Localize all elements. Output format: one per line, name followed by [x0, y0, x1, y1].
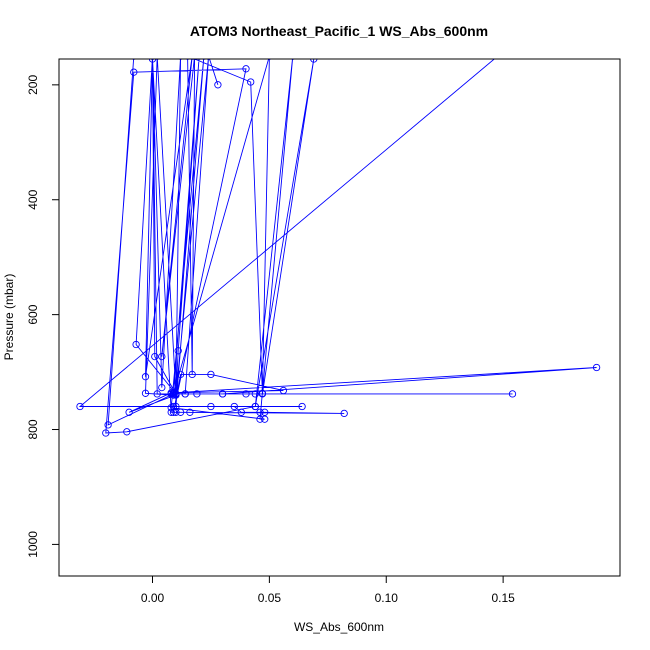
data-point	[201, 59, 207, 60]
data-point	[174, 347, 182, 355]
y-tick-label: 1000	[26, 531, 40, 558]
data-point	[230, 402, 238, 411]
data-point	[206, 59, 211, 60]
data-point	[214, 81, 222, 89]
data-point	[141, 389, 150, 397]
x-tick-label: 0.00	[141, 591, 165, 605]
data-point	[242, 390, 250, 398]
data-point	[102, 429, 110, 437]
data-point	[176, 370, 185, 379]
x-axis-label: WS_Abs_600nm	[294, 620, 384, 634]
data-point	[186, 408, 194, 416]
data-point	[279, 386, 288, 395]
data-point	[340, 409, 348, 418]
data-point	[176, 408, 185, 416]
data-point	[218, 390, 227, 398]
data-point	[178, 59, 183, 60]
data-point	[251, 390, 259, 398]
data-point	[123, 428, 131, 436]
data-point	[188, 370, 196, 379]
y-tick-label: 800	[26, 419, 40, 439]
data-point	[207, 402, 215, 411]
data-point	[141, 373, 150, 381]
data-point	[196, 59, 202, 60]
data-point	[592, 363, 601, 372]
data-point	[189, 59, 195, 60]
data-point	[206, 59, 211, 60]
series-line	[78, 59, 597, 434]
data-point	[247, 78, 255, 86]
data-point	[169, 408, 178, 416]
data-point	[167, 408, 175, 416]
x-tick-label: 0.10	[375, 591, 399, 605]
data-point	[310, 59, 318, 63]
data-point	[153, 390, 161, 398]
data-point	[169, 390, 178, 398]
y-axis-label: Pressure (mbar)	[2, 274, 16, 361]
x-tick-label: 0.05	[258, 591, 282, 605]
data-point	[290, 59, 296, 60]
x-axis: 0.00 0.05 0.10 0.15	[141, 575, 515, 605]
data-point	[130, 68, 138, 76]
data-point	[251, 402, 259, 411]
data-point	[181, 390, 189, 398]
data-point	[258, 389, 267, 397]
y-tick-label: 200	[26, 75, 40, 95]
data-point	[242, 65, 250, 73]
data-point	[167, 404, 175, 412]
data-point	[154, 59, 160, 60]
data-point	[104, 421, 112, 429]
data-point	[132, 340, 140, 349]
data-point	[237, 408, 245, 416]
y-tick-label: 600	[26, 304, 40, 324]
data-point	[158, 352, 166, 361]
data-point	[261, 415, 269, 423]
data-point	[261, 408, 269, 416]
data-point	[125, 408, 133, 416]
data-point	[207, 370, 215, 379]
data-point	[256, 408, 264, 416]
data-point	[192, 59, 197, 60]
data-point	[150, 59, 155, 60]
data-point	[151, 352, 159, 361]
data-point	[150, 59, 155, 60]
chart-title: ATOM3 Northeast_Pacific_1 WS_Abs_600nm	[190, 23, 488, 39]
data-point	[158, 383, 166, 392]
y-tick-label: 400	[26, 189, 40, 209]
data-point	[148, 59, 157, 63]
plot-frame	[58, 58, 621, 577]
data-point	[76, 402, 84, 411]
data-point	[185, 59, 190, 60]
data-point	[267, 59, 272, 60]
data-point	[193, 390, 201, 398]
data-point	[298, 402, 306, 411]
plot-marks	[76, 59, 601, 437]
data-point	[172, 408, 180, 416]
y-axis: 200 400 600 800 1000	[26, 75, 60, 558]
data-point	[256, 415, 264, 423]
data-point	[172, 390, 180, 398]
x-tick-label: 0.15	[491, 591, 515, 605]
data-point	[131, 59, 137, 60]
data-point	[508, 390, 517, 398]
